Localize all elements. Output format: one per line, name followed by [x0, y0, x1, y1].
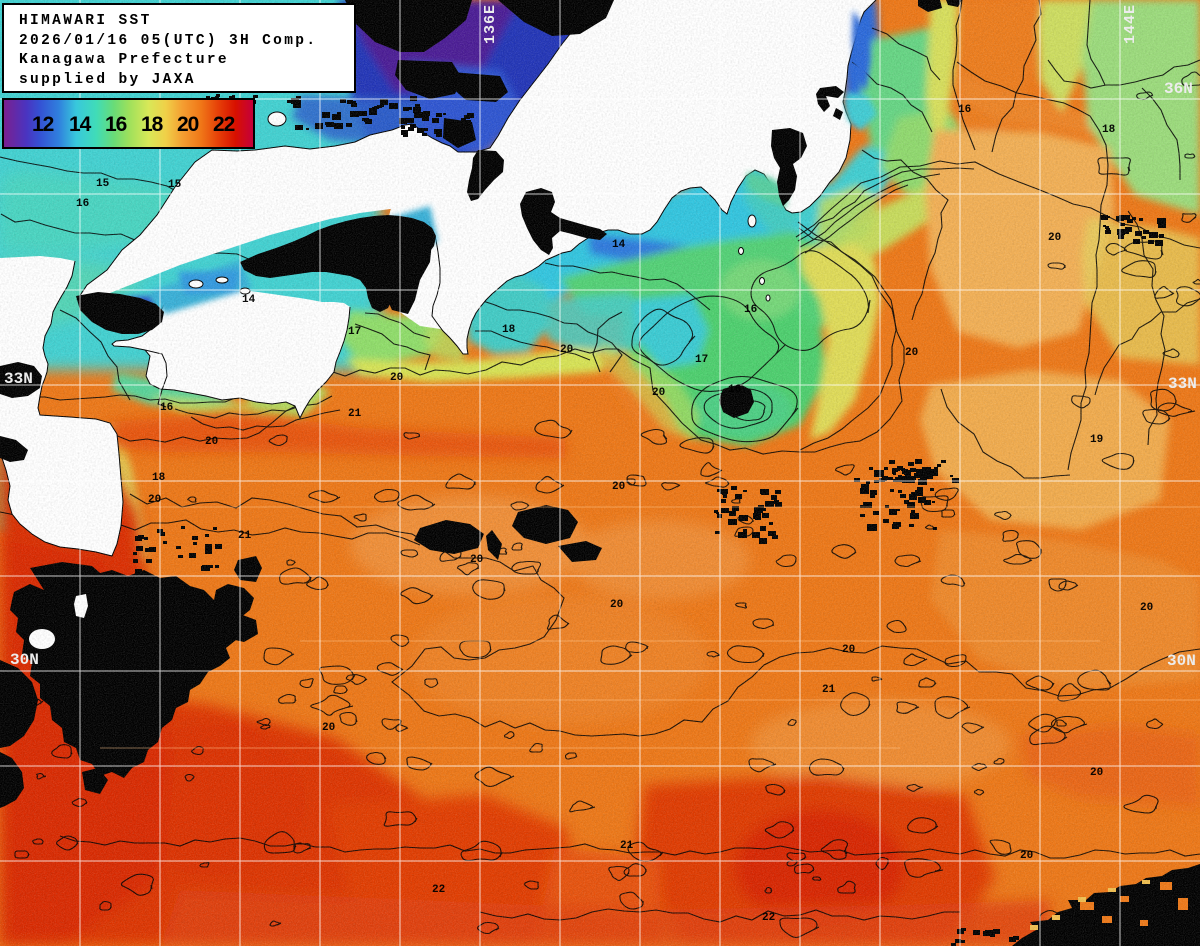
svg-text:22: 22 [432, 884, 445, 896]
svg-text:16: 16 [160, 402, 173, 414]
svg-text:17: 17 [695, 354, 708, 366]
svg-text:20: 20 [610, 599, 623, 611]
svg-text:20: 20 [560, 344, 573, 356]
svg-text:16: 16 [958, 104, 971, 116]
svg-text:20: 20 [470, 554, 483, 566]
svg-text:16: 16 [76, 198, 89, 210]
svg-text:15: 15 [96, 178, 110, 190]
svg-text:21: 21 [822, 684, 836, 696]
svg-text:14: 14 [242, 294, 256, 306]
svg-text:20: 20 [1020, 850, 1033, 862]
svg-text:20: 20 [1048, 232, 1061, 244]
svg-text:21: 21 [620, 840, 634, 852]
svg-text:20: 20 [652, 387, 665, 399]
svg-text:17: 17 [348, 326, 361, 338]
svg-text:18: 18 [1102, 124, 1116, 136]
svg-text:20: 20 [390, 372, 403, 384]
svg-text:21: 21 [348, 408, 362, 420]
svg-text:20: 20 [1140, 602, 1153, 614]
svg-text:16: 16 [728, 384, 741, 396]
svg-text:16: 16 [744, 304, 757, 316]
svg-text:21: 21 [238, 530, 252, 542]
svg-text:20: 20 [1090, 767, 1103, 779]
svg-text:20: 20 [905, 347, 918, 359]
svg-text:20: 20 [322, 722, 335, 734]
svg-text:18: 18 [152, 472, 166, 484]
svg-text:20: 20 [612, 481, 625, 493]
svg-text:20: 20 [842, 644, 855, 656]
svg-text:20: 20 [205, 436, 218, 448]
svg-text:20: 20 [148, 494, 161, 506]
svg-text:18: 18 [502, 324, 516, 336]
svg-text:22: 22 [762, 912, 775, 924]
svg-text:14: 14 [612, 239, 626, 251]
svg-text:19: 19 [1090, 434, 1103, 446]
svg-text:15: 15 [168, 179, 182, 191]
